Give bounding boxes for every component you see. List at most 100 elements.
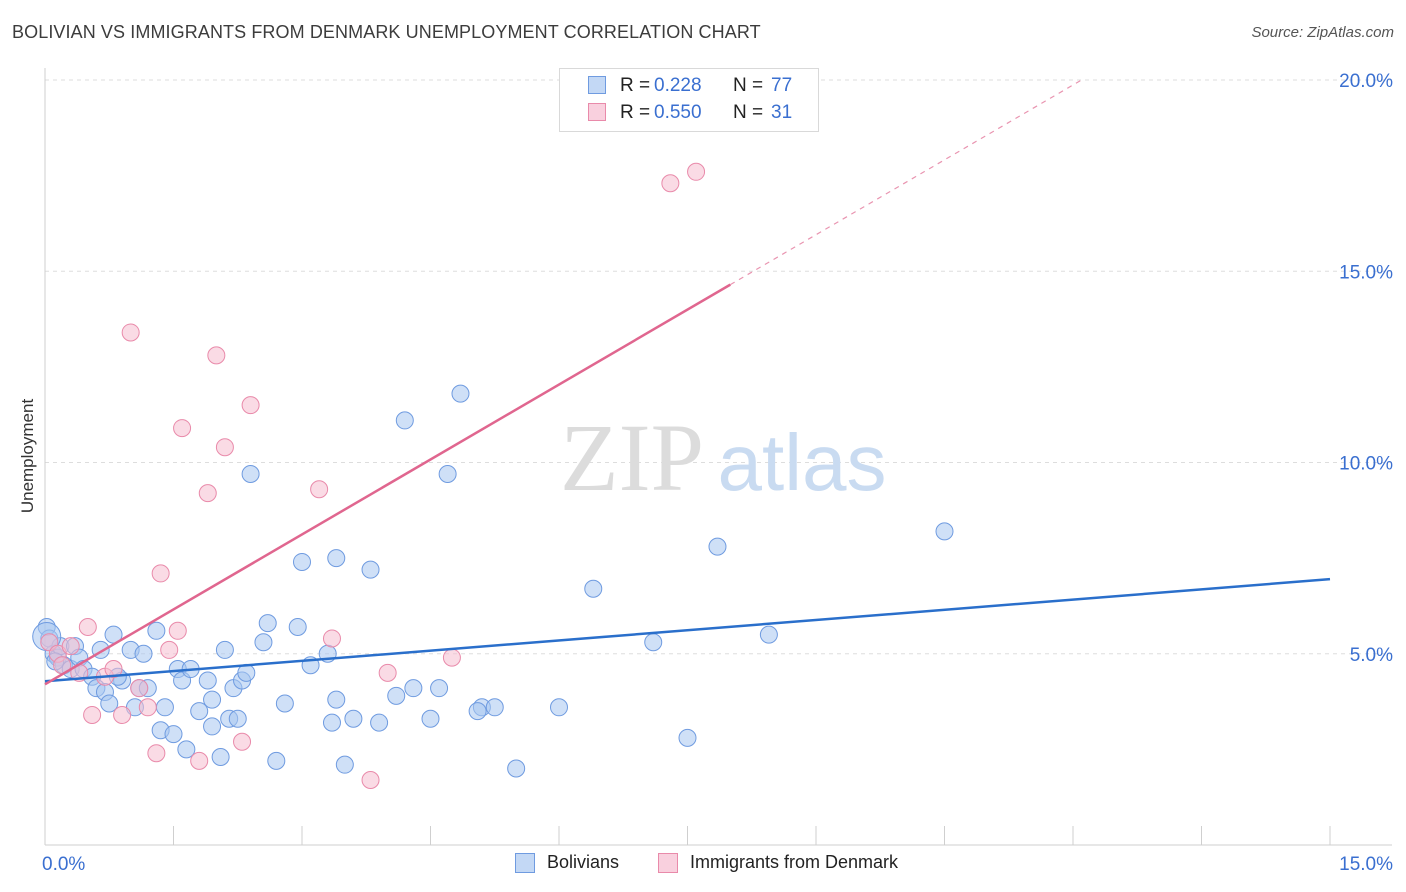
chart-title: BOLIVIAN VS IMMIGRANTS FROM DENMARK UNEM… [12, 22, 761, 42]
point-bolivians [293, 552, 311, 571]
point-bolivians [438, 464, 457, 483]
legend-n-label: N = [733, 102, 764, 123]
bottom-legend-swatch-pink [658, 852, 678, 873]
bottom-legend-swatch-blue [515, 852, 535, 873]
point-bolivians [203, 717, 222, 736]
point-bolivians [404, 679, 423, 698]
point-bolivians [468, 702, 487, 721]
point-bolivians [644, 633, 663, 652]
point-bolivians [241, 464, 260, 483]
point-bolivians [147, 621, 166, 640]
point-bolivians [215, 640, 234, 659]
point-denmark [83, 705, 102, 724]
series-bolivians [32, 384, 954, 778]
point-denmark [198, 484, 217, 503]
point-bolivians [430, 679, 449, 698]
regression-lines [44, 79, 1331, 686]
bottom-legend-bolivians[interactable]: Bolivians [515, 852, 619, 873]
point-bolivians [678, 728, 697, 747]
regression-line-denmark-extension [730, 79, 1082, 286]
point-denmark [378, 663, 397, 682]
y-tick-label: 20.0% [1339, 71, 1393, 92]
point-bolivians [395, 411, 414, 430]
grid-lines [45, 79, 1392, 655]
point-bolivians [370, 713, 389, 732]
point-bolivians [344, 709, 363, 728]
source-label: Source: ZipAtlas.com [1251, 24, 1394, 41]
point-bolivians [584, 579, 603, 598]
point-bolivians [387, 686, 406, 705]
point-bolivians [228, 709, 247, 728]
axes [44, 68, 1392, 846]
x-tick-label: 15.0% [1339, 854, 1393, 875]
point-denmark [361, 770, 380, 789]
point-denmark [233, 732, 252, 751]
point-bolivians [507, 759, 526, 778]
point-denmark [190, 751, 209, 770]
zipatlas-watermark: ZIP atlas [560, 404, 886, 511]
legend-n-value: 31 [771, 102, 793, 123]
point-bolivians [134, 644, 153, 663]
point-denmark [173, 419, 192, 438]
point-denmark [322, 629, 341, 648]
bottom-legend-denmark[interactable]: Immigrants from Denmark [658, 852, 898, 873]
point-bolivians [275, 694, 294, 713]
tick-labels: 5.0% 10.0% 15.0% 20.0% 0.0% 15.0% [42, 71, 1393, 875]
point-bolivians [267, 751, 286, 770]
point-denmark [215, 438, 234, 457]
point-bolivians [190, 702, 209, 721]
point-bolivians [759, 625, 778, 644]
point-denmark [442, 648, 461, 667]
bottom-legend-label: Bolivians [547, 852, 620, 872]
point-denmark [310, 480, 329, 499]
point-denmark [151, 564, 170, 583]
series-denmark [40, 162, 706, 789]
bottom-legend-label: Immigrants from Denmark [690, 852, 899, 872]
point-denmark [687, 162, 706, 181]
point-bolivians [164, 725, 183, 744]
point-bolivians [258, 614, 277, 633]
point-bolivians [708, 537, 727, 556]
point-bolivians [288, 617, 307, 636]
point-denmark [160, 640, 179, 659]
point-denmark [241, 396, 260, 415]
point-bolivians [550, 698, 568, 717]
point-denmark [61, 637, 80, 656]
y-tick-label: 10.0% [1339, 454, 1393, 475]
point-denmark [147, 744, 166, 763]
stats-legend: R = 0.228 N = 77 R = 0.550 N = 31 [559, 68, 819, 132]
point-bolivians [327, 549, 346, 568]
legend-r-label: R = [620, 102, 651, 123]
x-tick-label: 0.0% [42, 854, 85, 875]
point-denmark [78, 617, 97, 636]
regression-line-denmark [44, 283, 731, 686]
point-denmark [138, 698, 157, 717]
watermark-atlas: atlas [718, 418, 887, 507]
point-bolivians [327, 690, 346, 709]
point-bolivians [935, 522, 954, 541]
legend-swatch-blue [588, 76, 606, 94]
point-bolivians [155, 698, 174, 717]
point-denmark [207, 346, 226, 365]
regression-line-bolivians [44, 577, 1331, 683]
point-bolivians [361, 560, 380, 579]
legend-n-value: 77 [771, 75, 793, 96]
point-bolivians [485, 698, 504, 717]
point-bolivians [254, 633, 273, 652]
point-denmark [661, 174, 680, 193]
point-denmark [168, 621, 187, 640]
point-bolivians [335, 755, 354, 774]
point-denmark [113, 705, 132, 724]
point-bolivians [198, 671, 217, 690]
legend-r-value: 0.550 [654, 102, 702, 123]
point-bolivians [451, 384, 470, 403]
point-bolivians [177, 740, 196, 759]
point-bolivians [203, 690, 222, 709]
point-denmark [121, 323, 140, 342]
legend-n-label: N = [733, 75, 764, 96]
bottom-legend: Bolivians Immigrants from Denmark [0, 852, 1406, 876]
y-tick-label: 15.0% [1339, 262, 1393, 283]
legend-r-label: R = [620, 75, 651, 96]
point-bolivians [421, 709, 440, 728]
